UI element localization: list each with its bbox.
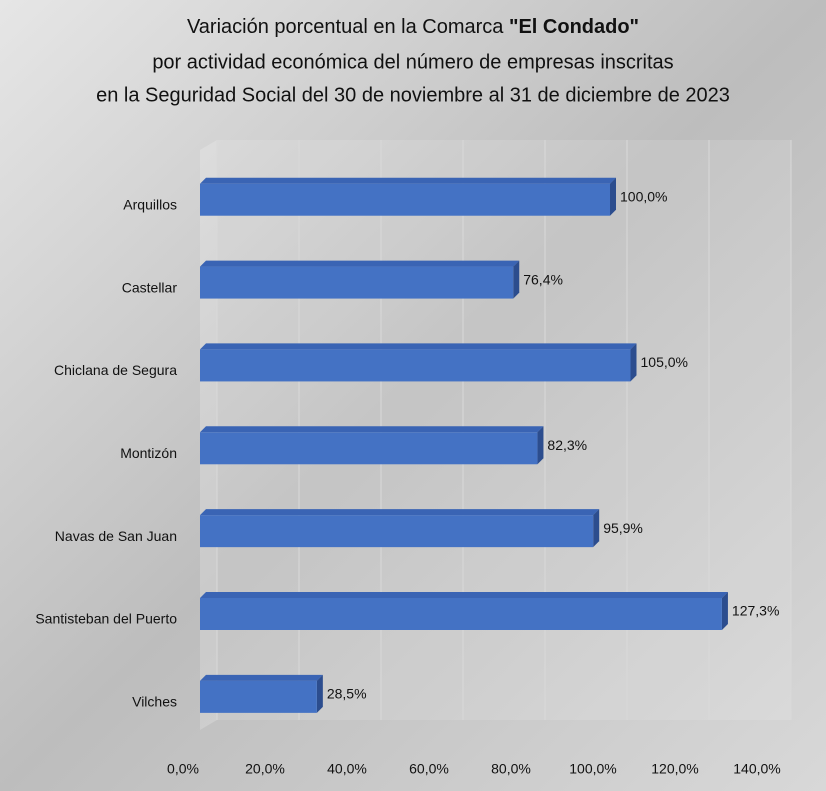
y-tick-label: Chiclana de Segura [54, 362, 177, 378]
bar [200, 349, 631, 382]
bar [200, 598, 722, 630]
y-tick-label: Montizón [120, 445, 177, 461]
chart-title: Variación porcentual en la Comarca "El C… [187, 16, 639, 38]
x-tick-label: 120,0% [651, 761, 698, 777]
bar-side [316, 674, 323, 713]
bar-top [200, 260, 520, 267]
bar-side [721, 592, 728, 630]
data-label: 28,5% [327, 686, 367, 702]
bar [200, 432, 538, 465]
data-label: 76,4% [523, 271, 563, 287]
x-tick-label: 0,0% [167, 761, 199, 777]
bar-side [537, 426, 544, 465]
chart-title: por actividad económica del número de em… [152, 51, 673, 73]
bar-top [200, 426, 544, 433]
data-label: 95,9% [603, 520, 643, 536]
data-label: 100,0% [620, 188, 667, 204]
y-tick-label: Navas de San Juan [55, 528, 177, 544]
x-tick-label: 60,0% [409, 761, 449, 777]
x-tick-label: 40,0% [327, 761, 367, 777]
chart-title: en la Seguridad Social del 30 de noviemb… [96, 84, 730, 106]
bar-side [513, 260, 520, 299]
bar-top [200, 592, 728, 598]
x-tick-label: 80,0% [491, 761, 531, 777]
x-tick-label: 100,0% [569, 761, 616, 777]
bar [200, 680, 317, 713]
bar-side [630, 343, 637, 382]
y-tick-label: Santisteban del Puerto [35, 611, 177, 627]
x-tick-label: 140,0% [733, 761, 780, 777]
y-tick-label: Vilches [132, 694, 177, 710]
bar-side [593, 509, 600, 548]
bar [200, 266, 514, 299]
bar [200, 515, 594, 548]
data-label: 105,0% [641, 354, 688, 370]
x-tick-label: 20,0% [245, 761, 285, 777]
y-tick-label: Castellar [122, 279, 178, 295]
bar-top [200, 674, 323, 681]
bar-top [200, 177, 616, 184]
data-label: 82,3% [547, 437, 587, 453]
bar-top [200, 509, 600, 516]
y-tick-label: Arquillos [123, 196, 177, 212]
bar [200, 183, 610, 216]
bar-top [200, 343, 637, 350]
data-label: 127,3% [732, 603, 779, 619]
bar-side [610, 177, 616, 216]
